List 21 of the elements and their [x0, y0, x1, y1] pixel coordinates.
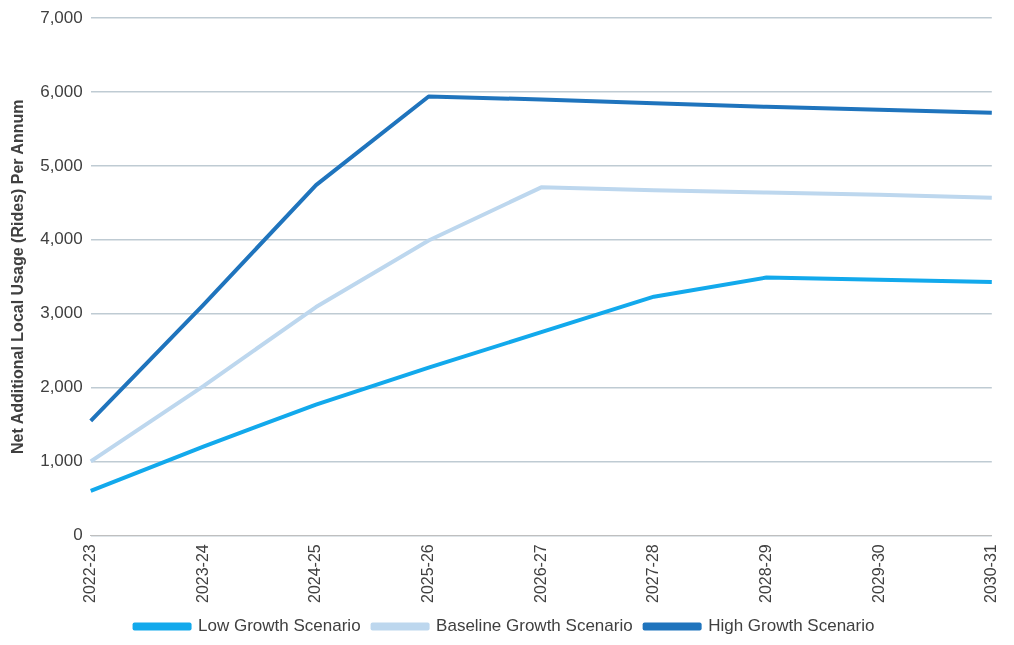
y-tick-label: 7,000: [40, 7, 83, 27]
y-tick-label: 5,000: [40, 155, 83, 175]
x-tick-label: 2029-30: [869, 544, 887, 603]
y-tick-label: 4,000: [40, 229, 83, 249]
legend-label: Low Growth Scenario: [198, 616, 361, 636]
x-tick-label: 2027-28: [644, 544, 662, 603]
y-tick-label: 1,000: [40, 451, 83, 471]
y-tick-label: 3,000: [40, 303, 83, 323]
x-tick-label: 2022-23: [81, 544, 99, 603]
legend-label: High Growth Scenario: [708, 616, 875, 636]
x-tick-label: 2030-31: [982, 544, 1000, 603]
y-tick-label: 6,000: [40, 81, 83, 101]
x-tick-label: 2025-26: [419, 544, 437, 603]
x-tick-label: 2026-27: [531, 544, 549, 603]
x-tick-label: 2028-29: [756, 544, 774, 603]
x-tick-label: 2024-25: [306, 544, 324, 603]
y-tick-label: 2,000: [40, 377, 83, 397]
y-tick-label: 0: [73, 524, 83, 544]
legend-label: Baseline Growth Scenario: [436, 616, 633, 636]
y-axis-title: Net Additional Local Usage (Rides) Per Annum: [9, 99, 27, 454]
x-tick-label: 2023-24: [193, 544, 211, 603]
